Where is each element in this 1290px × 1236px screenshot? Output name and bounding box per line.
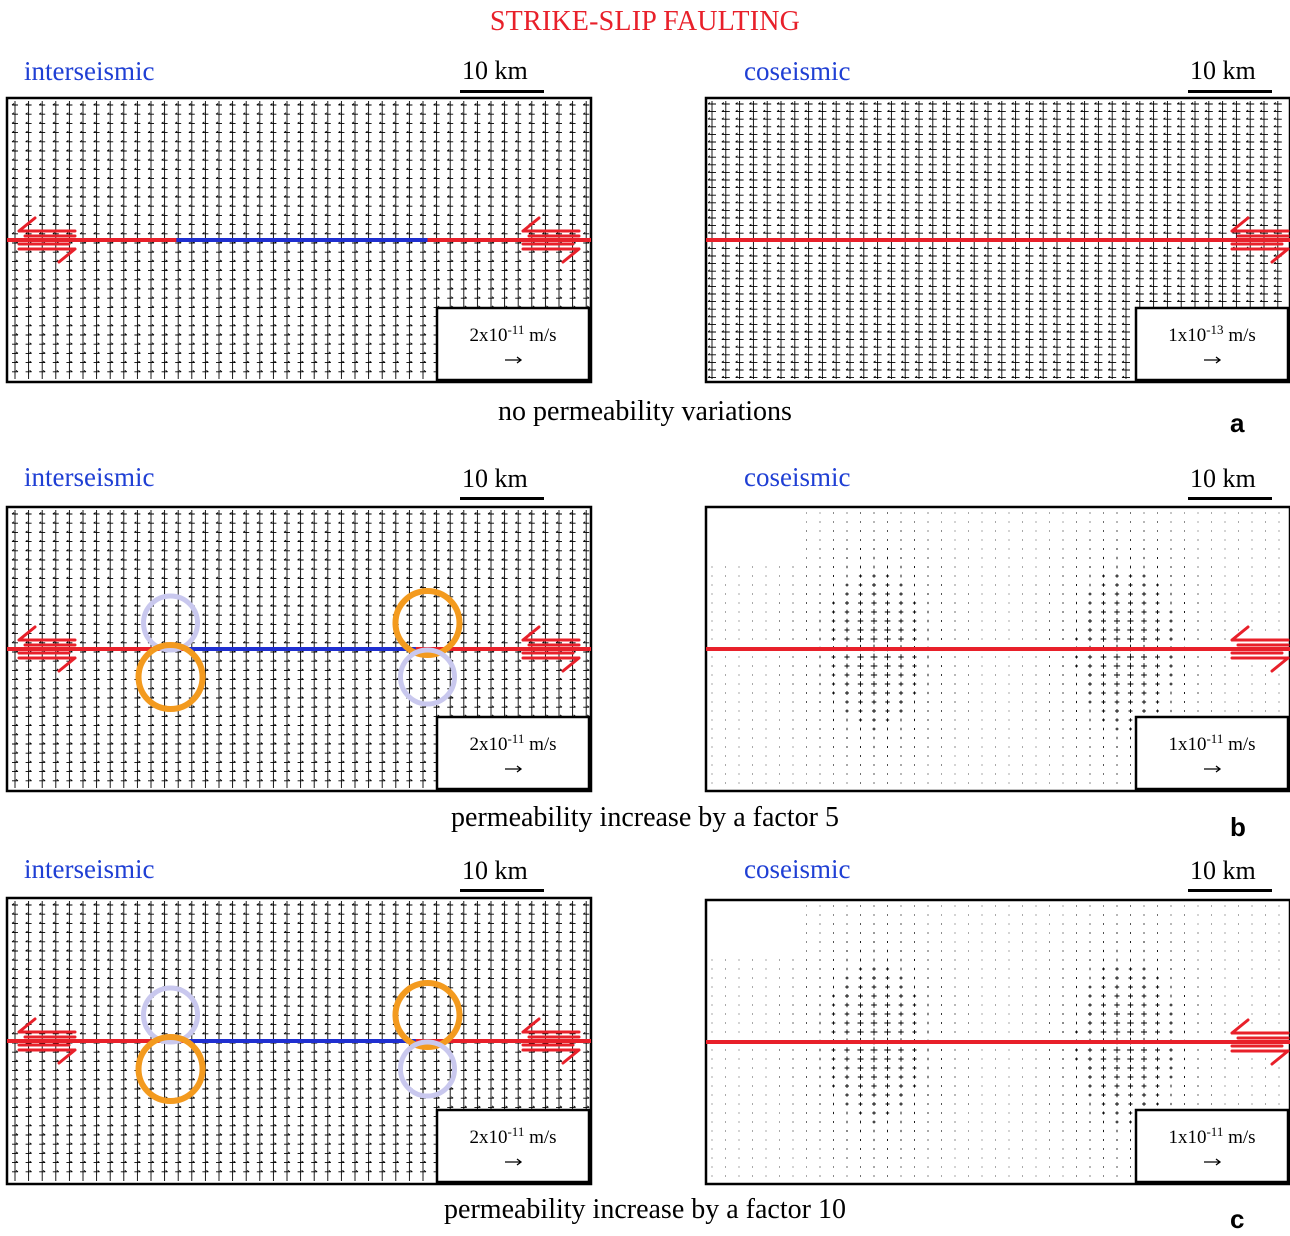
phase-label: coseismic <box>744 462 851 492</box>
orange-circle <box>392 980 463 1050</box>
fault-arrows-icon <box>521 216 581 264</box>
coseismic-panel: 1x10-11 m/s <box>704 505 1290 793</box>
figure-title: STRIKE-SLIP FAULTING <box>489 6 801 37</box>
fault-arrows-icon <box>17 1017 77 1065</box>
fault-arrows-icon <box>17 625 77 673</box>
legend-box: 1x10-11 m/s <box>1134 1108 1290 1184</box>
panel-letter: c <box>1230 1204 1245 1234</box>
row-caption: permeability increase by a factor 10 <box>444 1194 846 1225</box>
fault-arrows-icon <box>521 625 581 673</box>
scale-label: 10 km <box>462 464 528 493</box>
panel-letter: b <box>1230 812 1246 842</box>
fault-arrows-icon <box>1230 1018 1290 1066</box>
legend-box: 1x10-11 m/s <box>1134 715 1290 791</box>
legend-arrow-icon <box>1204 1158 1222 1166</box>
fault-arrows-icon <box>1230 625 1290 673</box>
phase-label: interseismic <box>24 462 155 492</box>
scale-label: 10 km <box>1190 464 1256 493</box>
legend-arrow-icon <box>505 765 523 773</box>
scale-bar <box>1188 889 1272 892</box>
row-caption: no permeability variations <box>498 396 792 427</box>
scale-bar <box>1188 90 1272 93</box>
lavender-circle <box>141 985 201 1045</box>
scale-bar <box>460 90 544 93</box>
scale-label: 10 km <box>462 856 528 885</box>
phase-label: coseismic <box>744 56 851 86</box>
legend-text: 1x10-11 m/s <box>1168 731 1255 756</box>
orange-circle <box>135 642 206 712</box>
coseismic-panel: 1x10-13 m/s <box>704 96 1290 384</box>
legend-text: 2x10-11 m/s <box>469 322 556 347</box>
scale-label: 10 km <box>462 56 528 85</box>
interseismic-panel: 2x10-11 m/s <box>5 96 593 384</box>
scale-bar <box>460 889 544 892</box>
legend-box: 2x10-11 m/s <box>435 715 591 791</box>
scale-bar <box>1188 497 1272 500</box>
legend-text: 1x10-11 m/s <box>1168 1124 1255 1149</box>
scale-label: 10 km <box>1190 56 1256 85</box>
lavender-circle <box>397 647 457 707</box>
row-caption: permeability increase by a factor 5 <box>451 802 839 833</box>
scale-bar <box>460 497 544 500</box>
phase-label: coseismic <box>744 854 851 884</box>
fault-arrows-icon <box>17 216 77 264</box>
phase-label: interseismic <box>24 56 155 86</box>
phase-label: interseismic <box>24 854 155 884</box>
fault-arrows-icon <box>1230 216 1290 264</box>
lavender-circle <box>141 593 201 653</box>
coseismic-panel: 1x10-11 m/s <box>704 898 1290 1186</box>
panel-letter: a <box>1230 408 1245 438</box>
legend-arrow-icon <box>505 1158 523 1166</box>
fault-arrows-icon <box>521 1017 581 1065</box>
legend-text: 1x10-13 m/s <box>1168 322 1256 347</box>
orange-circle <box>135 1034 206 1104</box>
scale-label: 10 km <box>1190 856 1256 885</box>
legend-box: 2x10-11 m/s <box>435 1108 591 1184</box>
legend-box: 1x10-13 m/s <box>1134 306 1290 382</box>
interseismic-panel: 2x10-11 m/s <box>5 505 593 793</box>
legend-text: 2x10-11 m/s <box>469 731 556 756</box>
legend-arrow-icon <box>1204 765 1222 773</box>
interseismic-panel: 2x10-11 m/s <box>5 896 593 1186</box>
legend-text: 2x10-11 m/s <box>469 1124 556 1149</box>
legend-arrow-icon <box>1204 356 1222 364</box>
lavender-circle <box>397 1039 457 1099</box>
legend-arrow-icon <box>505 356 523 364</box>
orange-circle <box>392 588 463 658</box>
legend-box: 2x10-11 m/s <box>435 306 591 382</box>
